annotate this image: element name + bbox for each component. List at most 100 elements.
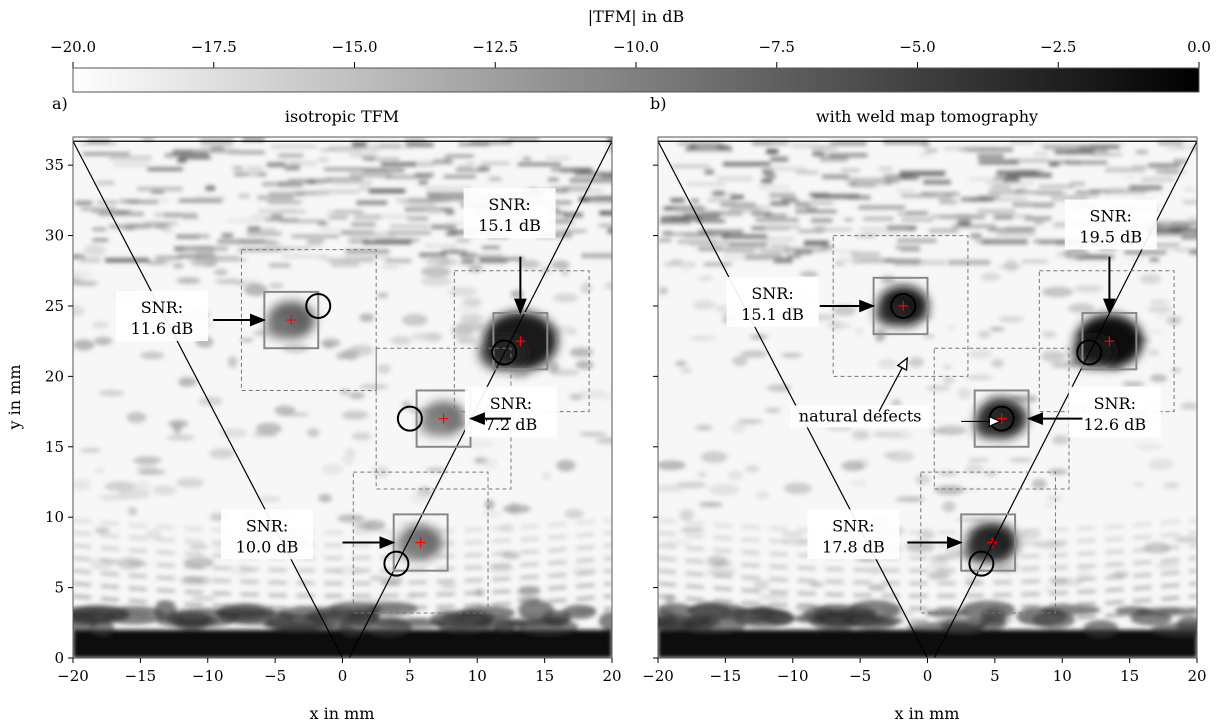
- panel-a-x-tick-label: 20: [602, 667, 621, 685]
- panel-a-snr-label: SNR:: [246, 516, 288, 535]
- panel-b-snr-value: 17.8 dB: [822, 537, 885, 556]
- panel-b-defect-center-marker: [1104, 336, 1115, 347]
- panel-b-x-tick-label: 15: [1120, 667, 1139, 685]
- panel-b-defects: [874, 285, 1144, 563]
- panel-a-defect-center-marker: [415, 537, 426, 548]
- panel-a-expected-position-circle: [383, 550, 410, 577]
- panel-b-annotations: SNR: 15.1 dB SNR: 19.5 dB SNR: 12.6 dB SNR: 17.…: [726, 199, 1161, 560]
- colorbar-tick-label: −17.5: [191, 38, 237, 56]
- panel-a-snr-value: 10.0 dB: [236, 537, 299, 556]
- panel-a-weld-left-line: [73, 140, 344, 658]
- panel-a-snr-value: 11.6 dB: [131, 319, 194, 338]
- panel-a-x-tick-label: −5: [264, 667, 286, 685]
- panel-a-y-tick-label: 30: [45, 227, 64, 245]
- colorbar-label: |TFM| in dB: [588, 7, 685, 26]
- panel-b-x-tick-label: −10: [777, 667, 809, 685]
- panel-b-snr-label: SNR:: [751, 284, 793, 303]
- panel-a-snr-label: SNR:: [488, 195, 530, 214]
- panel-b-defect-center-marker: [898, 300, 909, 311]
- panel-a-x-tick-label: 0: [338, 667, 348, 685]
- colorbar-tick-label: 0.0: [1187, 38, 1211, 56]
- panel-a-y-tick-label: 10: [45, 508, 64, 526]
- panel-a-defect-center-marker: [515, 336, 526, 347]
- panel-a-snr-value: 7.2 dB: [485, 415, 538, 434]
- panel-a-noise-region-box: [240, 249, 377, 391]
- panel-a-y-tick-label: 0: [54, 649, 64, 667]
- panel-b-snr-annotation: SNR: 12.6 dB: [1026, 386, 1161, 437]
- panel-b-noise-region-box: [832, 235, 969, 377]
- panel-b-x-tick-label: −20: [642, 667, 674, 685]
- panel-b-x-tick-label: 10: [1053, 667, 1072, 685]
- panel-b-x-tick-label: 20: [1187, 667, 1206, 685]
- panel-a-y-tick-label: 5: [54, 579, 64, 597]
- panel-a-ylabel: y in mm: [5, 365, 24, 431]
- panel-a-annotations: SNR: 11.6 dB SNR: 15.1 dB SNR: 7.2 dB SNR: 10.0…: [115, 188, 557, 560]
- panel-b-speckle: [658, 140, 1197, 658]
- panel-b-defect-center-marker: [987, 537, 998, 548]
- colorbar-tick-label: −7.5: [759, 38, 795, 56]
- panel-a-snr-annotation: SNR: 11.6 dB: [115, 291, 266, 342]
- panel-a-expected-position-circle: [491, 339, 518, 366]
- panel-a-snr-label: SNR:: [490, 394, 532, 413]
- panel-b-snr-label: SNR:: [1094, 394, 1136, 413]
- panel-b-noise-region-box: [920, 471, 1057, 614]
- panel-a-defect-center-marker: [286, 315, 297, 326]
- panel-a-x-tick-label: −15: [125, 667, 157, 685]
- panel-b-weld-left-line: [658, 140, 929, 658]
- panel-a-x-tick-label: 15: [535, 667, 554, 685]
- panel-a-snr-annotation: SNR: 10.0 dB: [221, 509, 396, 560]
- colorbar-tick-label: −20.0: [50, 38, 96, 56]
- panel-a-noise-region-box: [453, 270, 590, 413]
- panel-b-snr-value: 19.5 dB: [1079, 227, 1142, 246]
- panel-b-snr-value: 15.1 dB: [741, 305, 804, 324]
- panel-b-expected-position-circle: [890, 292, 917, 319]
- panel-b-expected-position-circle: [1076, 339, 1103, 366]
- panel-a-xlabel: x in mm: [310, 704, 375, 723]
- panel-a-expected-position-circle: [396, 405, 423, 432]
- panel-a: a) isotropic TFM −20 −15 −10 −5 0 5 10 15 20 0 5 10…: [5, 94, 622, 723]
- panel-a-y-tick-label: 25: [45, 297, 64, 315]
- panel-b-x-tick-label: 5: [990, 667, 1000, 685]
- panel-a-defect-center-marker: [438, 413, 449, 424]
- panel-b-snr-value: 12.6 dB: [1083, 415, 1146, 434]
- panel-a-title: isotropic TFM: [285, 107, 399, 126]
- panel-b-snr-annotation: SNR: 17.8 dB: [807, 509, 963, 560]
- panel-b-title: with weld map tomography: [816, 107, 1038, 126]
- panel-a-snr-annotation: SNR: 7.2 dB: [464, 386, 557, 437]
- colorbar-tick-label: −5.0: [899, 38, 935, 56]
- panel-b-natural-defects-label: natural defects: [799, 406, 922, 425]
- colorbar-tick-label: −12.5: [472, 38, 518, 56]
- colorbar-tick-label: −10.0: [613, 38, 659, 56]
- panel-b-xlabel: x in mm: [895, 704, 960, 723]
- colorbar-tick-label: −15.0: [332, 38, 378, 56]
- panel-b-x-tick-label: 0: [923, 667, 933, 685]
- panel-b-snr-label: SNR:: [832, 516, 874, 535]
- panel-a-y-tick-label: 15: [45, 438, 64, 456]
- panel-b-snr-annotation: SNR: 15.1 dB: [726, 276, 876, 327]
- panel-b-x-tick-label: −15: [710, 667, 742, 685]
- panel-b-expected-position-circle: [968, 550, 995, 577]
- colorbar-ticks: −20.0 −17.5 −15.0 −12.5 −10.0 −7.5 −5.0 −2.5 0.0: [50, 38, 1211, 68]
- panel-b: b) with weld map tomography −20 −15 −10 −5 0…: [642, 94, 1207, 723]
- panel-a-snr-value: 15.1 dB: [478, 216, 541, 235]
- panel-b-natural-defect-arrow: [878, 358, 907, 412]
- panel-a-axes: −20 −15 −10 −5 0 5 10 15 20 0 5 10 15 20 25 30 35: [45, 156, 622, 685]
- colorbar-tick-label: −2.5: [1040, 38, 1076, 56]
- panel-b-noise-region-box: [1038, 270, 1175, 413]
- panel-a-noise-region-box: [352, 471, 489, 614]
- panel-b-letter: b): [650, 94, 666, 113]
- colorbar-gradient: [72, 67, 1200, 93]
- panel-a-y-tick-label: 35: [45, 156, 64, 174]
- panel-a-snr-annotation: SNR: 15.1 dB: [463, 188, 556, 315]
- panel-a-snr-label: SNR:: [141, 298, 183, 317]
- panel-a-defects: [264, 301, 558, 561]
- panel-a-expected-position-circle: [305, 292, 332, 319]
- panel-a-x-tick-label: −10: [192, 667, 224, 685]
- panel-b-overlays: [658, 140, 1197, 658]
- panel-a-x-tick-label: −20: [57, 667, 89, 685]
- panel-b-axes: −20 −15 −10 −5 0 5 10 15 20: [642, 164, 1207, 685]
- panel-b-x-tick-label: −5: [849, 667, 871, 685]
- panel-b-snr-annotation: SNR: 19.5 dB: [1064, 199, 1157, 315]
- panel-a-x-tick-label: 10: [468, 667, 487, 685]
